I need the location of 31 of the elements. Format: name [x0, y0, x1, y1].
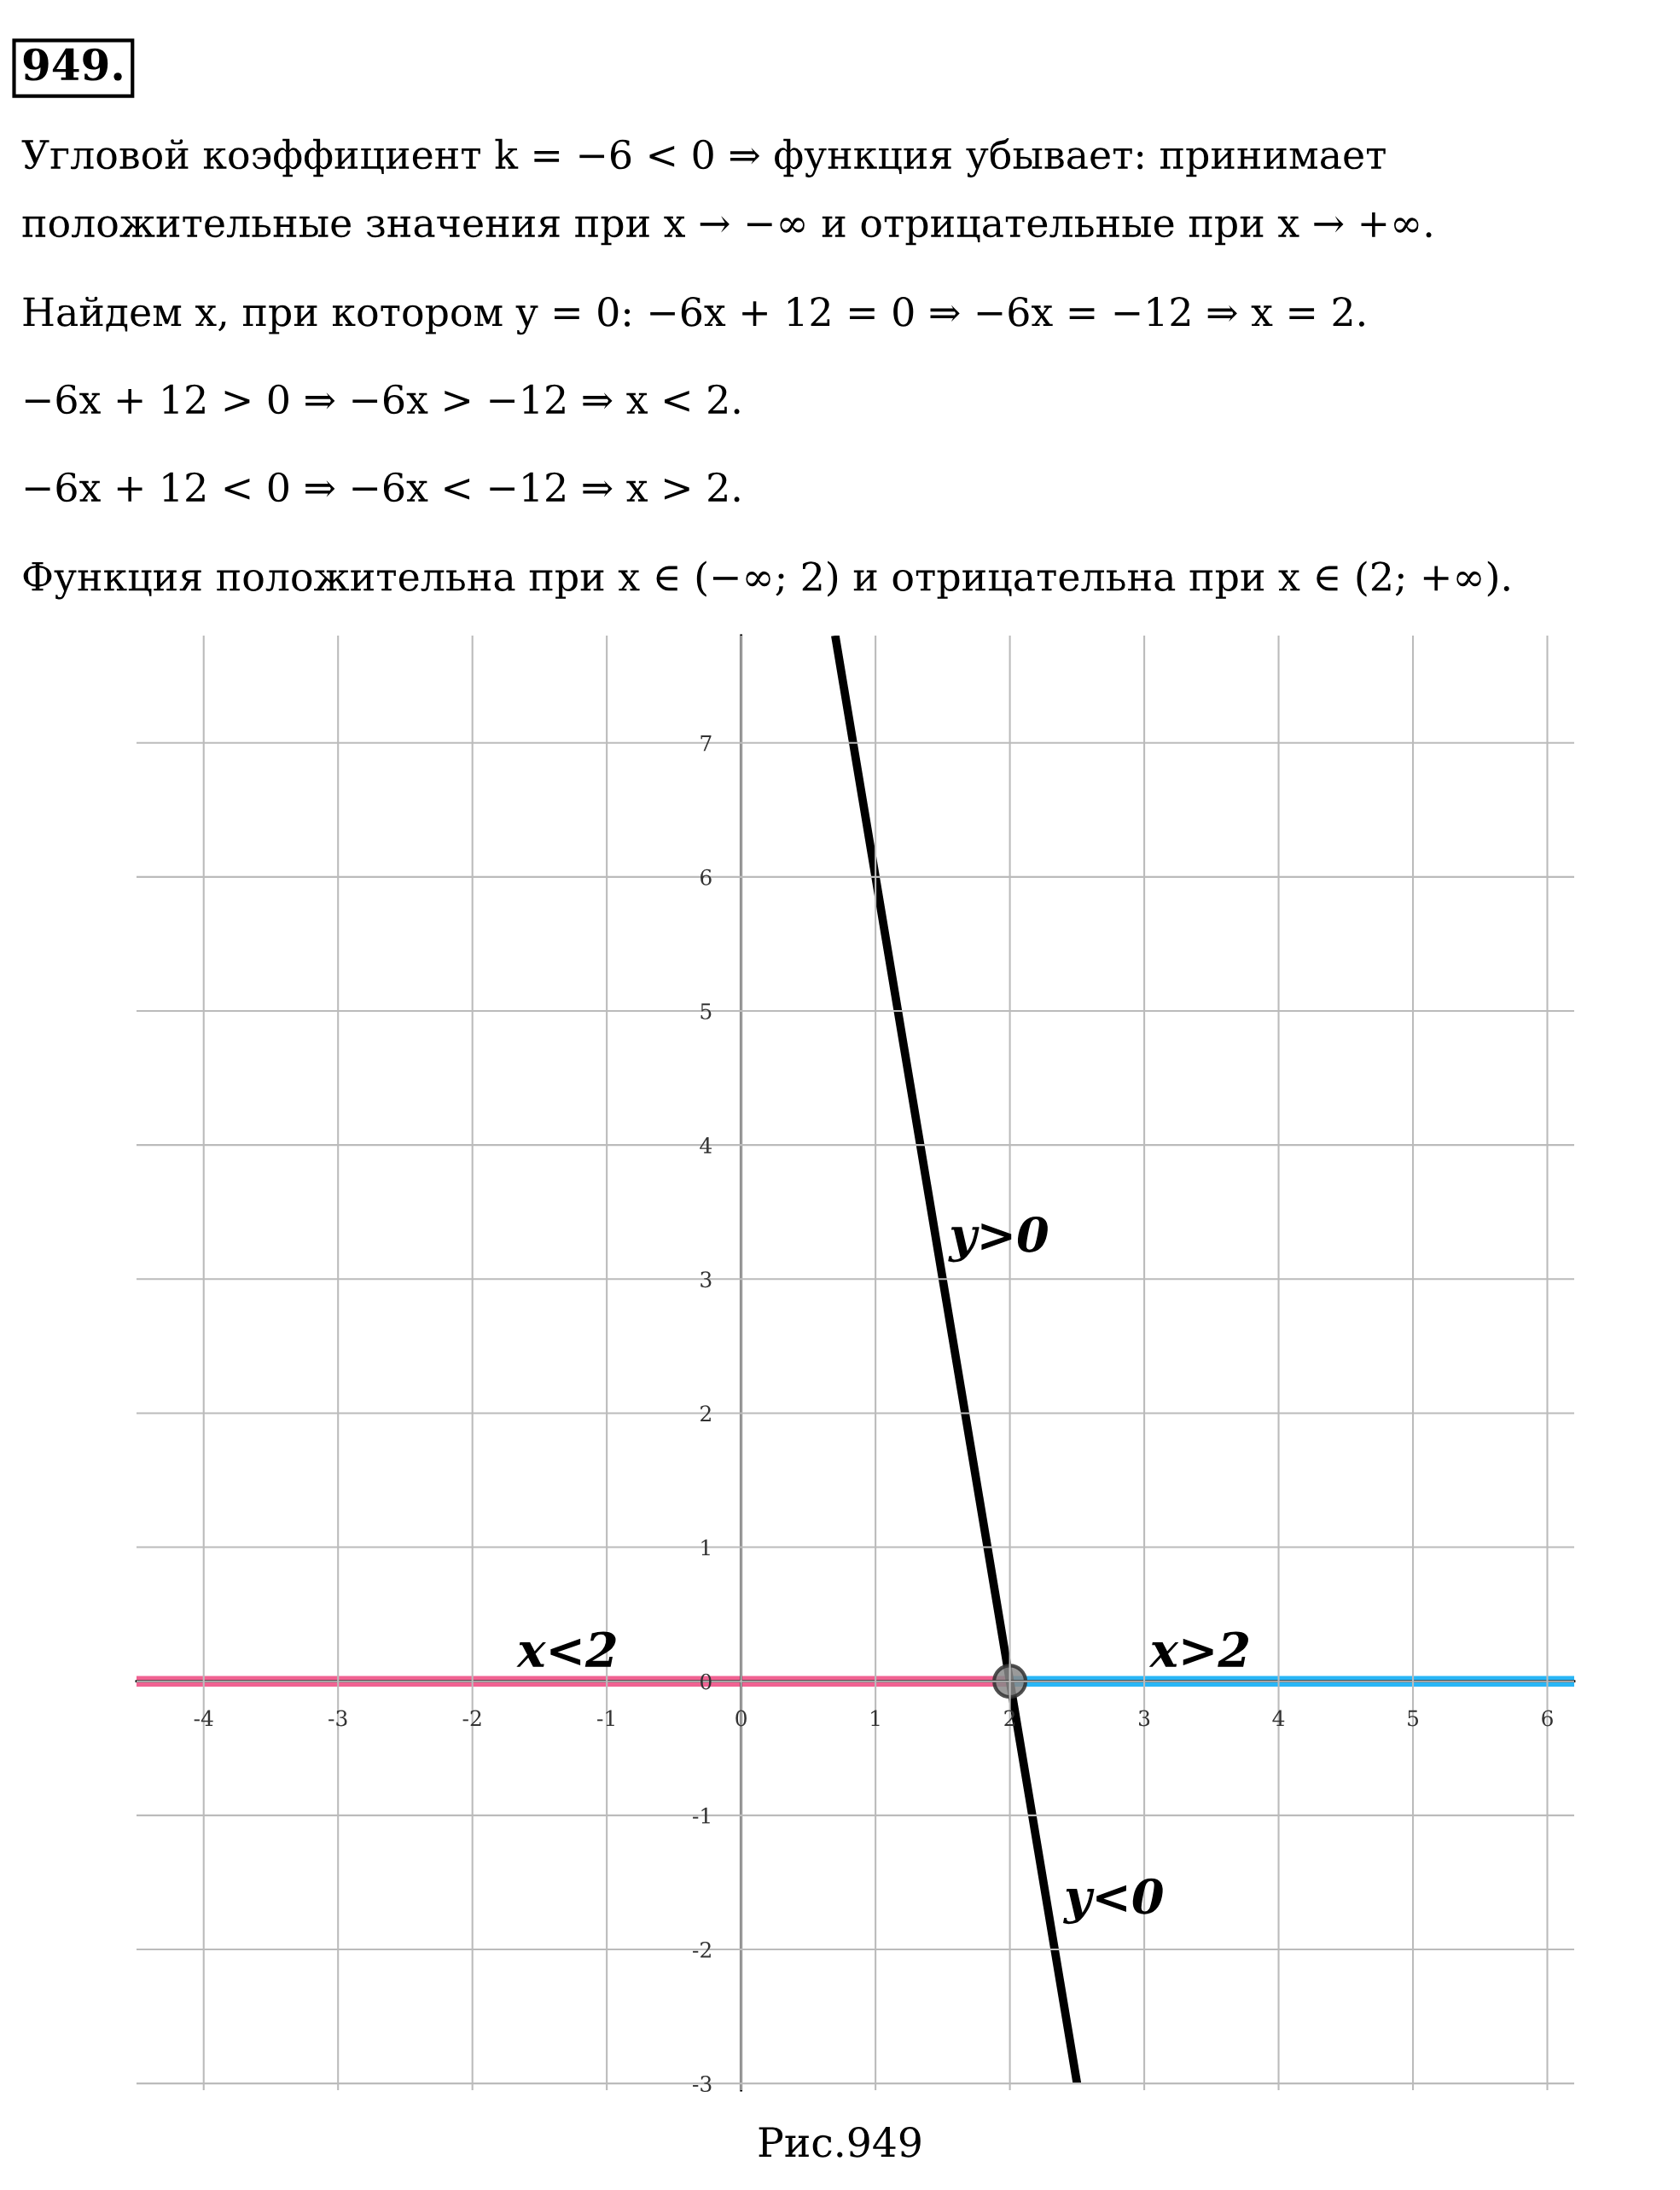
y-tick-label: -2	[693, 1941, 711, 1958]
x-tick-label: -4	[194, 1710, 213, 1727]
x-tick-label: -3	[328, 1710, 347, 1727]
y-tick-label: 7	[700, 735, 712, 752]
annotation: y>0	[948, 1216, 1048, 1263]
annotation: x>2	[1148, 1631, 1248, 1667]
x-tick-label: 1	[871, 1710, 880, 1727]
y-tick-label: -1	[693, 1807, 710, 1824]
text: −6x + 12 < 0 ⇒ −6x < −12 ⇒ x > 2.	[25, 472, 740, 502]
text: Угловой коэффициент k = −6 < 0 ⇒ функция убывает: принимает	[21, 138, 1386, 177]
y-tick-label: -3	[693, 2076, 712, 2092]
x-tick-label: 4	[1272, 1710, 1285, 1727]
x-tick-label: 6	[1542, 1710, 1553, 1727]
y-tick-label: 3	[700, 1271, 712, 1288]
x-tick-label: 5	[1408, 1710, 1419, 1727]
x-tick-label: -2	[462, 1710, 481, 1727]
x-tick-label: -1	[597, 1710, 614, 1727]
x-tick-label: 3	[1139, 1710, 1150, 1727]
y-tick-label: 1	[701, 1539, 710, 1556]
y-tick-label: 2	[700, 1405, 711, 1421]
text: Функция положительна при x ∈ (−∞; 2) и отрицательна при x ∈ (2; +∞).	[23, 561, 1509, 600]
text: Найдем x, при котором y = 0: −6x + 12 = 0 ⇒ −6x = −12 ⇒ x = 2.	[23, 296, 1364, 335]
y-tick-label: 6	[700, 868, 712, 886]
text: −6x + 12 > 0 ⇒ −6x > −12 ⇒ x < 2.	[25, 384, 740, 415]
y-tick-label: 4	[700, 1137, 712, 1153]
annotation: y<0	[1063, 1878, 1163, 1925]
text: положительные значения при x → −∞ и отрицательные при x → +∞.	[22, 212, 1432, 246]
y-tick-label: 5	[700, 1003, 712, 1019]
annotation: x<2	[516, 1631, 616, 1667]
text: Рис.949	[759, 2126, 921, 2158]
chart-title: 949.	[23, 48, 122, 81]
